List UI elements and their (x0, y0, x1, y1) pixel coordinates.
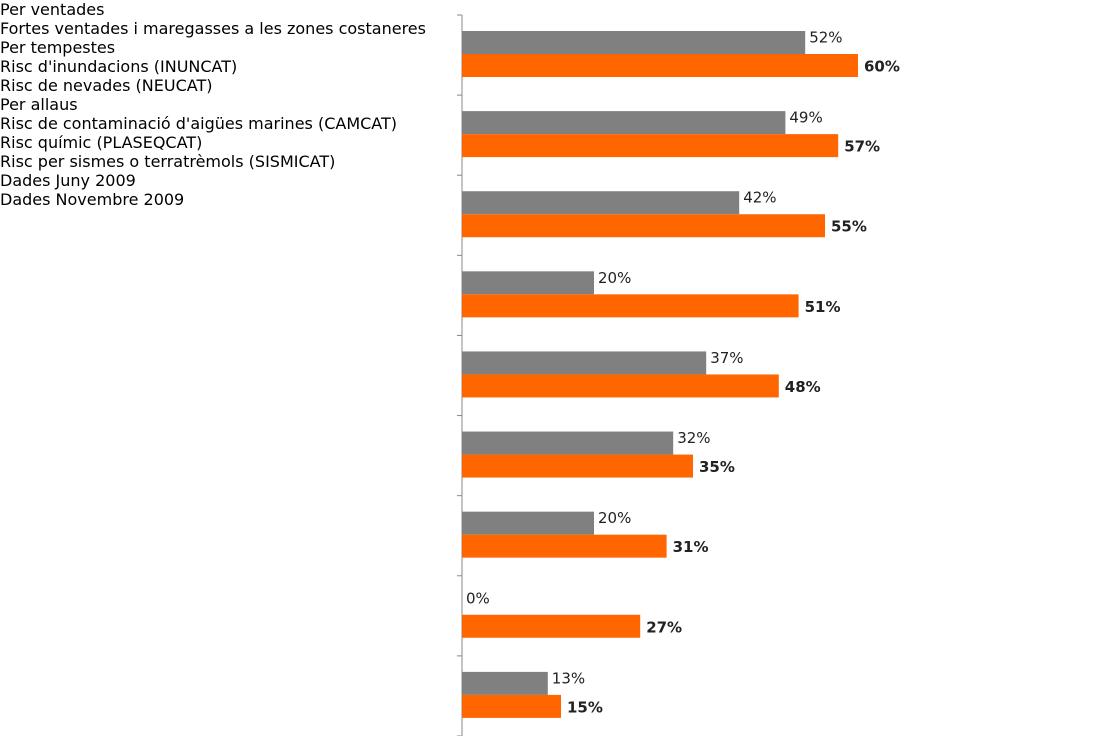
value-label: 20% (598, 269, 631, 287)
bar (462, 271, 594, 295)
category-label: Per ventades (0, 0, 105, 19)
value-label: 42% (743, 189, 776, 207)
value-label: 31% (673, 538, 709, 556)
category-label-box: Risc de contaminació d'aigües marines (C… (0, 114, 1107, 133)
category-label: Risc per sismes o terratrèmols (SISMICAT… (0, 152, 336, 171)
category-label-box: Fortes ventades i maregasses a les zones… (0, 19, 1107, 38)
bar (462, 671, 548, 695)
legend-label: Dades Novembre 2009 (0, 190, 185, 209)
category-label: Risc de nevades (NEUCAT) (0, 76, 213, 95)
bar (462, 431, 674, 455)
bar (462, 111, 786, 135)
bar (462, 694, 561, 718)
value-label: 37% (710, 349, 743, 367)
bar (462, 31, 806, 54)
value-label: 13% (552, 669, 585, 687)
category-label: Risc químic (PLASEQCAT) (0, 133, 203, 152)
bar (462, 294, 799, 318)
value-label: 0% (466, 589, 490, 607)
value-label: 60% (864, 58, 900, 76)
value-label: 48% (785, 378, 821, 396)
category-label-box: Risc de nevades (NEUCAT) (0, 76, 1107, 95)
category-label-box: Per allaus (0, 95, 1107, 114)
bar (462, 134, 839, 158)
value-label: 52% (809, 29, 842, 47)
value-label: 49% (789, 109, 822, 127)
value-label: 27% (646, 618, 682, 636)
value-label: 55% (831, 218, 867, 236)
bar (462, 614, 641, 638)
legend-item: Dades Novembre 2009 (0, 190, 1107, 209)
category-label-box: Risc per sismes o terratrèmols (SISMICAT… (0, 152, 1107, 171)
category-label: Fortes ventades i maregasses a les zones… (0, 19, 426, 38)
bar (462, 534, 667, 558)
category-label-box: Per ventades (0, 0, 1107, 19)
bar (462, 54, 858, 77)
bar (462, 351, 707, 375)
bar (462, 454, 693, 478)
category-label: Per allaus (0, 95, 78, 114)
bar (462, 374, 779, 398)
value-label: 15% (567, 698, 603, 716)
legend-item: Dades Juny 2009 (0, 171, 1107, 190)
category-label: Risc d'inundacions (INUNCAT) (0, 57, 238, 76)
category-label: Risc de contaminació d'aigües marines (C… (0, 114, 398, 133)
value-label: 20% (598, 509, 631, 527)
value-label: 51% (805, 298, 841, 316)
bar (462, 214, 825, 238)
legend-label: Dades Juny 2009 (0, 171, 136, 190)
value-label: 35% (699, 458, 735, 476)
category-label-box: Risc químic (PLASEQCAT) (0, 133, 1107, 152)
value-label: 57% (844, 138, 880, 156)
bar (462, 511, 594, 535)
bar (462, 191, 740, 215)
category-label-box: Risc d'inundacions (INUNCAT) (0, 57, 1107, 76)
category-label-box: Per tempestes (0, 38, 1107, 57)
category-label: Per tempestes (0, 38, 116, 57)
value-label: 32% (677, 429, 710, 447)
